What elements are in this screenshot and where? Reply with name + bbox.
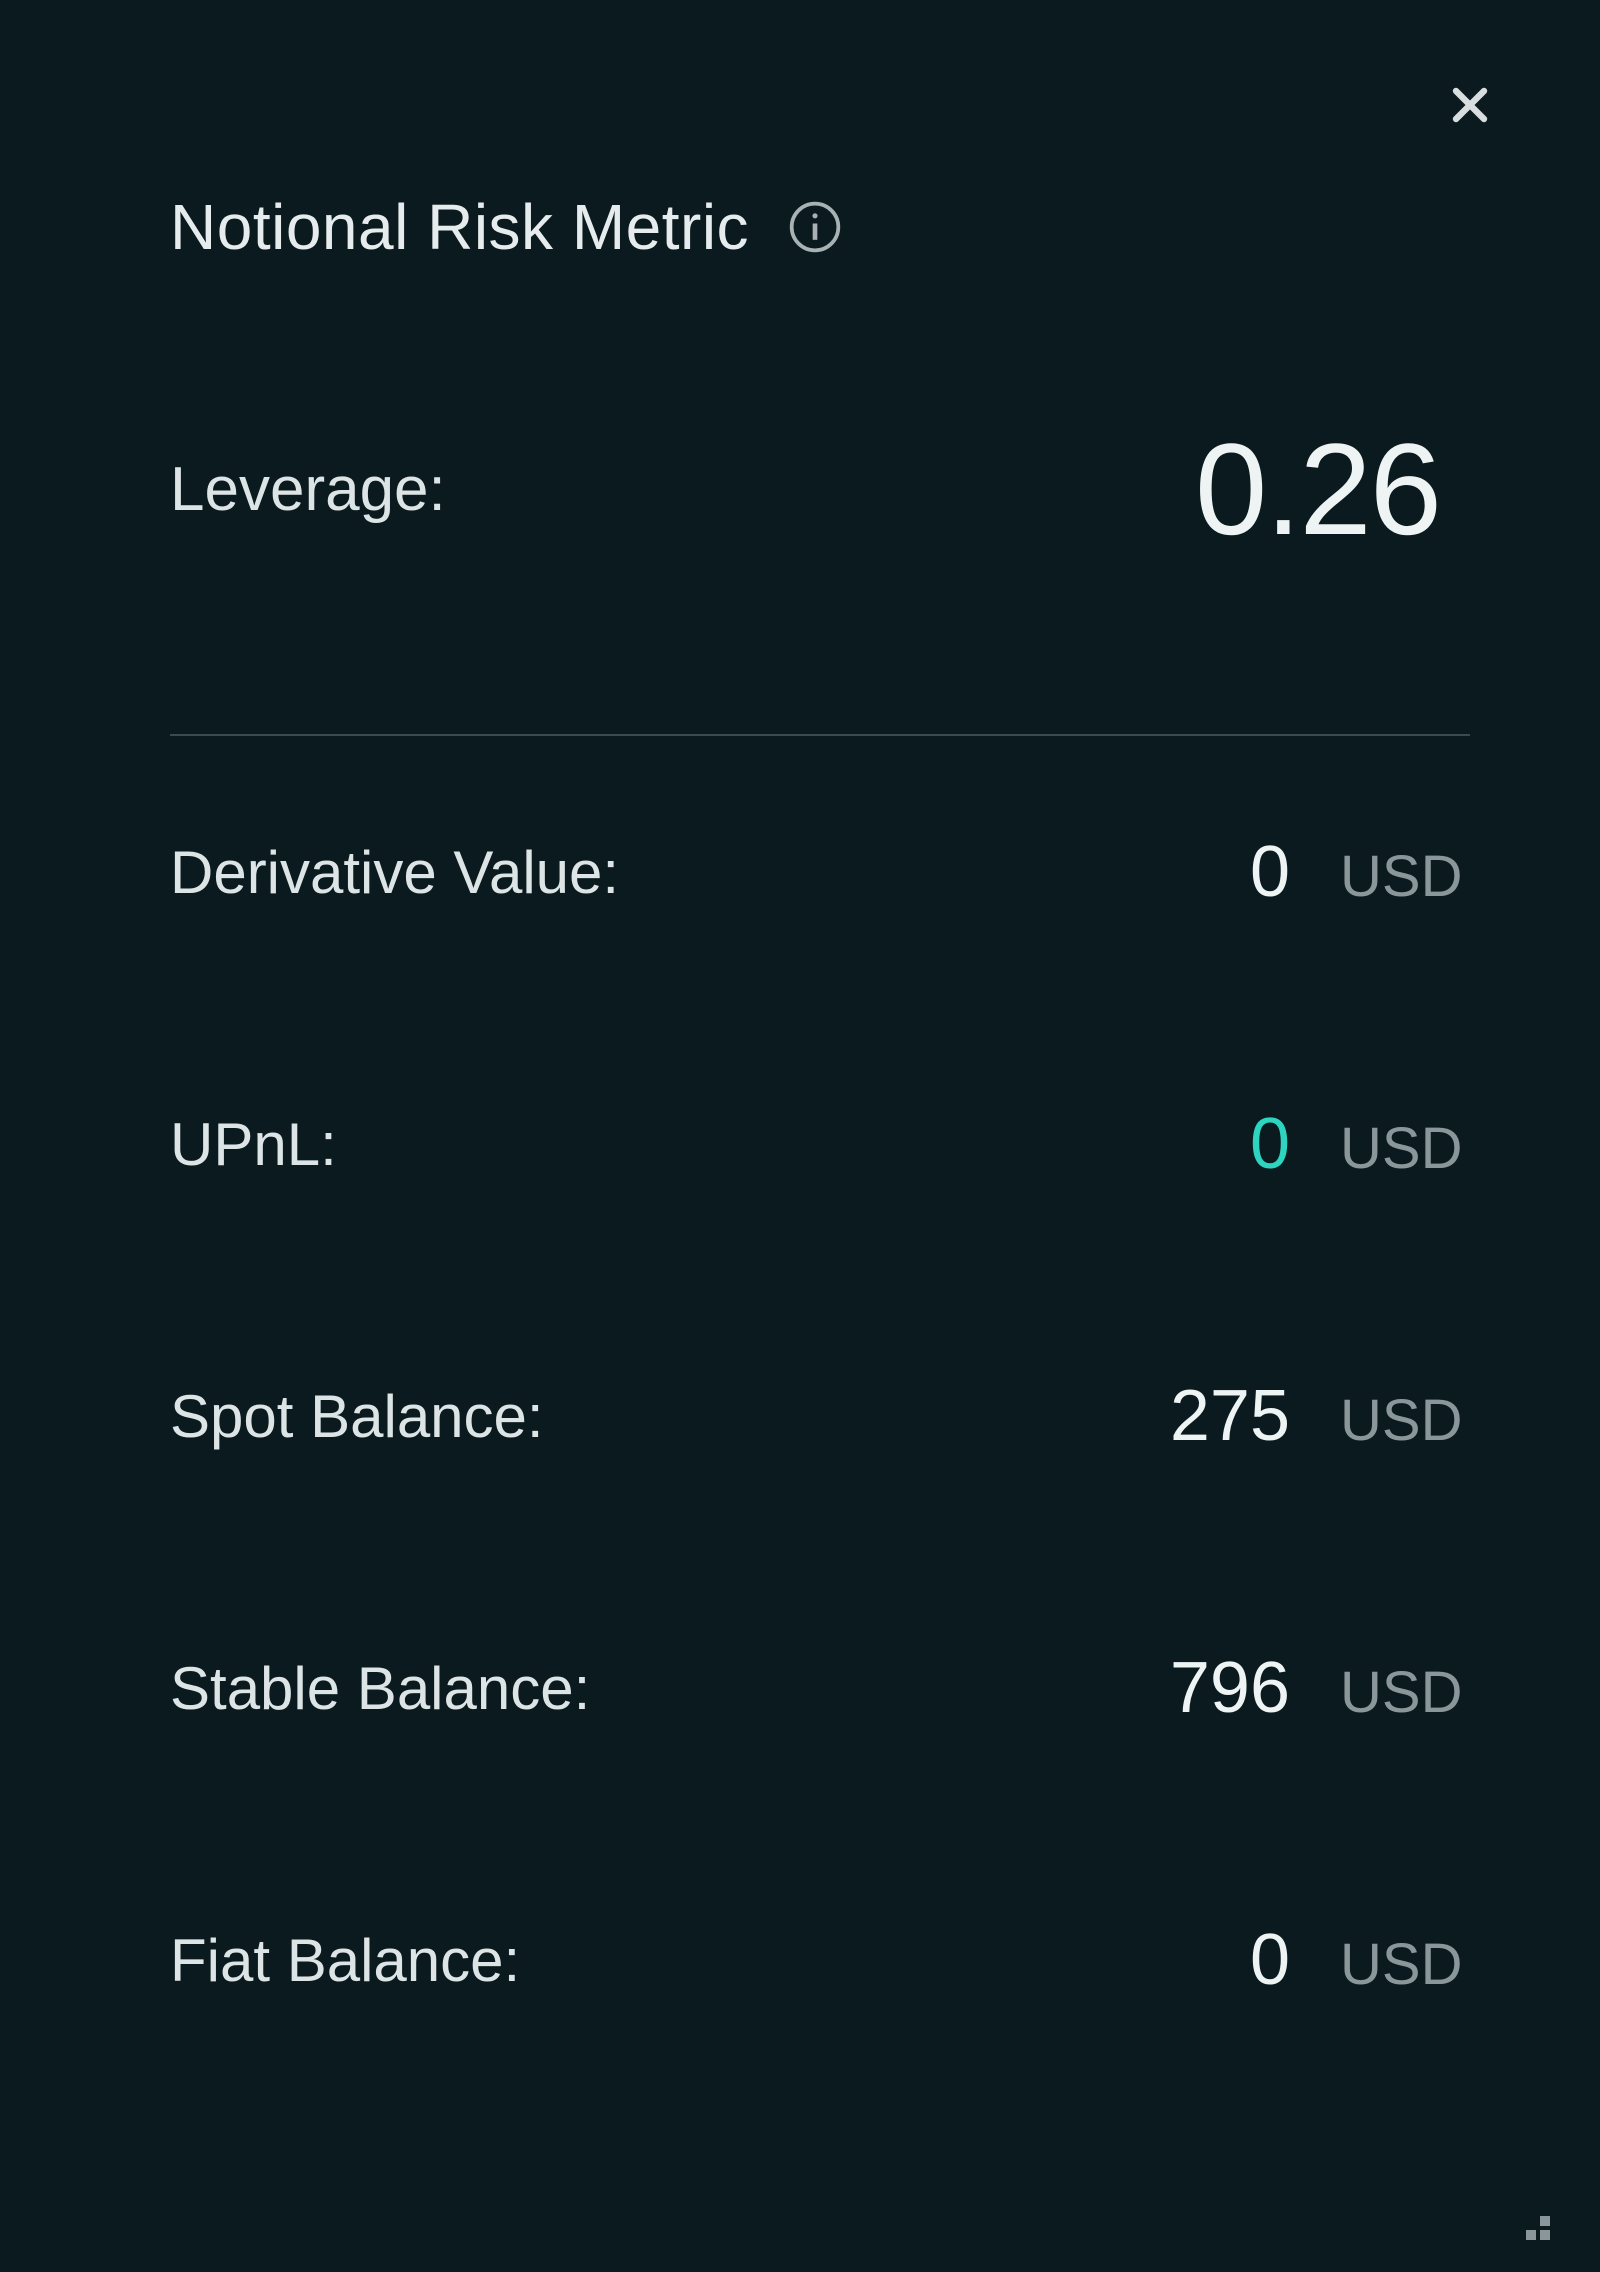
metrics-list: Derivative Value:0USDUPnL:0USDSpot Balan… [170, 831, 1470, 2001]
panel-header: Notional Risk Metric [170, 190, 1470, 264]
close-icon [1446, 81, 1494, 129]
metric-value: 796 [1170, 1647, 1290, 1729]
panel-title: Notional Risk Metric [170, 190, 749, 264]
metric-value-group: 796 USD [1170, 1647, 1470, 1729]
resize-handle[interactable] [1512, 2202, 1552, 2242]
leverage-value: 0.26 [1195, 414, 1440, 564]
leverage-label: Leverage: [170, 454, 446, 525]
metric-label: Fiat Balance: [170, 1923, 520, 1998]
metric-value: 0 [1250, 831, 1290, 913]
metric-row: Derivative Value: 0 USD [170, 831, 1470, 913]
metric-value: 0 [1250, 1103, 1290, 1185]
metric-label: Derivative Value: [170, 835, 619, 910]
divider [170, 734, 1470, 736]
metric-row: Fiat Balance: 0 USD [170, 1919, 1470, 2001]
metric-value-group: 275 USD [1170, 1375, 1470, 1457]
metric-label: Spot Balance: [170, 1379, 544, 1454]
metric-unit: USD [1340, 1115, 1470, 1182]
metric-value-group: 0 USD [1250, 1103, 1470, 1185]
leverage-row: Leverage: 0.26 [170, 414, 1470, 564]
metric-value-group: 0 USD [1250, 831, 1470, 913]
metric-unit: USD [1340, 1659, 1470, 1726]
metric-unit: USD [1340, 1387, 1470, 1454]
metric-value: 275 [1170, 1375, 1290, 1457]
metric-unit: USD [1340, 843, 1470, 910]
resize-icon [1512, 2202, 1552, 2242]
risk-metric-panel: Notional Risk Metric Leverage: 0.26 Deri… [0, 0, 1600, 2272]
metric-label: UPnL: [170, 1107, 337, 1182]
metric-value-group: 0 USD [1250, 1919, 1470, 2001]
close-button[interactable] [1440, 75, 1500, 135]
metric-label: Stable Balance: [170, 1651, 590, 1726]
metric-row: UPnL: 0 USD [170, 1103, 1470, 1185]
metric-row: Spot Balance: 275 USD [170, 1375, 1470, 1457]
metric-value: 0 [1250, 1919, 1290, 2001]
info-icon[interactable] [787, 199, 843, 255]
metric-row: Stable Balance: 796 USD [170, 1647, 1470, 1729]
metric-unit: USD [1340, 1931, 1470, 1998]
